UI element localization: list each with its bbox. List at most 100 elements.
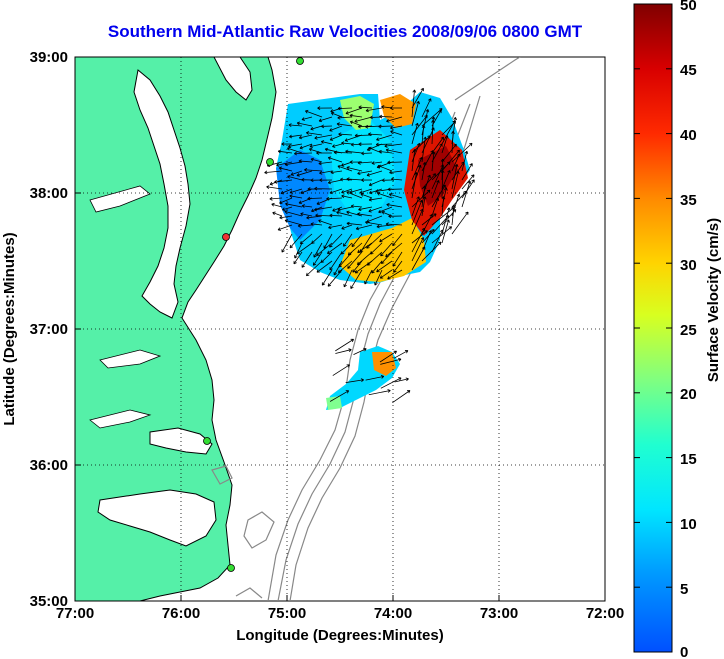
velocity-vector [310,222,323,226]
velocity-vector [313,206,333,212]
y-tick-label: 36:00 [30,457,68,474]
river-inlet-2 [99,349,162,369]
velocity-vector [361,151,373,156]
velocity-vector [290,170,303,176]
velocity-vector [441,135,449,154]
velocity-vector [343,269,353,288]
velocity-vector [393,260,403,273]
velocity-vector [366,170,383,177]
velocity-vector [279,215,293,220]
velocity-vector [300,212,313,217]
velocity-vector [337,165,353,172]
velocity-vector [411,122,419,145]
y-tick-label: 35:00 [30,593,68,610]
velocity-vector [333,150,353,155]
velocity-vector [431,184,446,208]
map-title: Southern Mid-Atlantic Raw Velocities 200… [107,22,583,41]
velocity-vector [288,123,303,127]
velocity-vector [461,179,475,199]
velocity-vector [326,196,343,201]
colorbar [633,3,673,653]
chesapeake-bay [133,69,191,319]
velocity-vector [354,116,373,123]
velocity-vector [264,170,283,175]
velocity-vector [461,180,472,208]
velocity-vector [335,338,355,352]
velocity-vector [321,269,333,286]
velocity-vector [357,242,373,253]
velocity-vector [313,242,323,258]
velocity-vector [327,269,343,287]
velocity-vector [388,214,403,219]
velocity-vector [358,206,373,212]
velocity-vector [431,164,444,190]
velocity-vector [304,168,323,172]
velocity-vector [301,177,313,182]
velocity-vector [411,157,423,181]
velocity-vector [327,156,343,163]
colorbar-label: Surface Velocity (cm/s) [705,218,722,382]
velocity-vector [357,161,373,165]
velocity-vector [318,161,333,166]
velocity-vector [379,114,393,119]
velocity-vector [319,178,333,183]
velocity-vector [379,269,393,279]
velocity-vector [327,242,343,254]
velocity-vector [281,142,293,146]
velocity-vector [393,350,409,359]
velocity-vector [330,111,343,118]
velocity-vector [411,149,417,172]
velocity-vector [431,109,442,127]
velocity-vector [278,166,293,172]
velocity-vector [411,199,423,226]
velocity-vector [374,269,383,286]
velocity-vector [353,347,367,356]
velocity-vector [411,246,426,271]
velocity-vector [431,143,443,163]
x-tick-label: 72:00 [586,605,624,622]
velocity-vector [296,121,313,127]
velocity-vector [276,161,293,167]
velocity-patch-south-green [326,396,342,410]
velocity-vector [390,130,403,136]
velocity-vector [461,163,473,181]
x-tick-label: 76:00 [162,605,200,622]
velocity-vector [368,132,383,137]
velocity-vector [431,197,440,217]
velocity-vector [271,202,283,208]
velocity-vector [451,204,456,226]
velocity-vector [289,134,303,139]
velocity-patch-south-warm [372,352,396,376]
velocity-vector [340,177,353,182]
velocity-vector [411,164,422,190]
velocity-vector [376,192,393,199]
velocity-vector [344,134,363,142]
velocity-vector [284,210,303,217]
velocity-vector [277,149,293,154]
velocity-vector [332,364,350,376]
velocity-vector [421,161,427,181]
velocity-vector [316,242,333,256]
velocity-vectors [264,87,475,403]
x-tick-label: 75:00 [268,605,306,622]
velocity-vector [411,196,420,217]
station-marker [222,233,230,241]
velocity-vector [451,211,469,235]
velocity-vector [394,377,409,383]
velocity-vector [301,251,313,268]
velocity-vector [381,178,393,183]
velocity-vector [360,193,373,199]
velocity-vector [380,357,402,365]
velocity-vector [451,171,460,199]
velocity-vector [279,197,293,205]
velocity-vector [378,124,393,129]
velocity-vector [314,186,333,191]
velocity-vector [277,224,293,231]
velocity-vector [421,125,426,145]
velocity-vector [421,229,435,244]
station-marker [296,57,304,65]
velocity-vector [337,206,353,212]
velocity-vector [327,179,343,185]
velocity-vector [337,115,353,120]
